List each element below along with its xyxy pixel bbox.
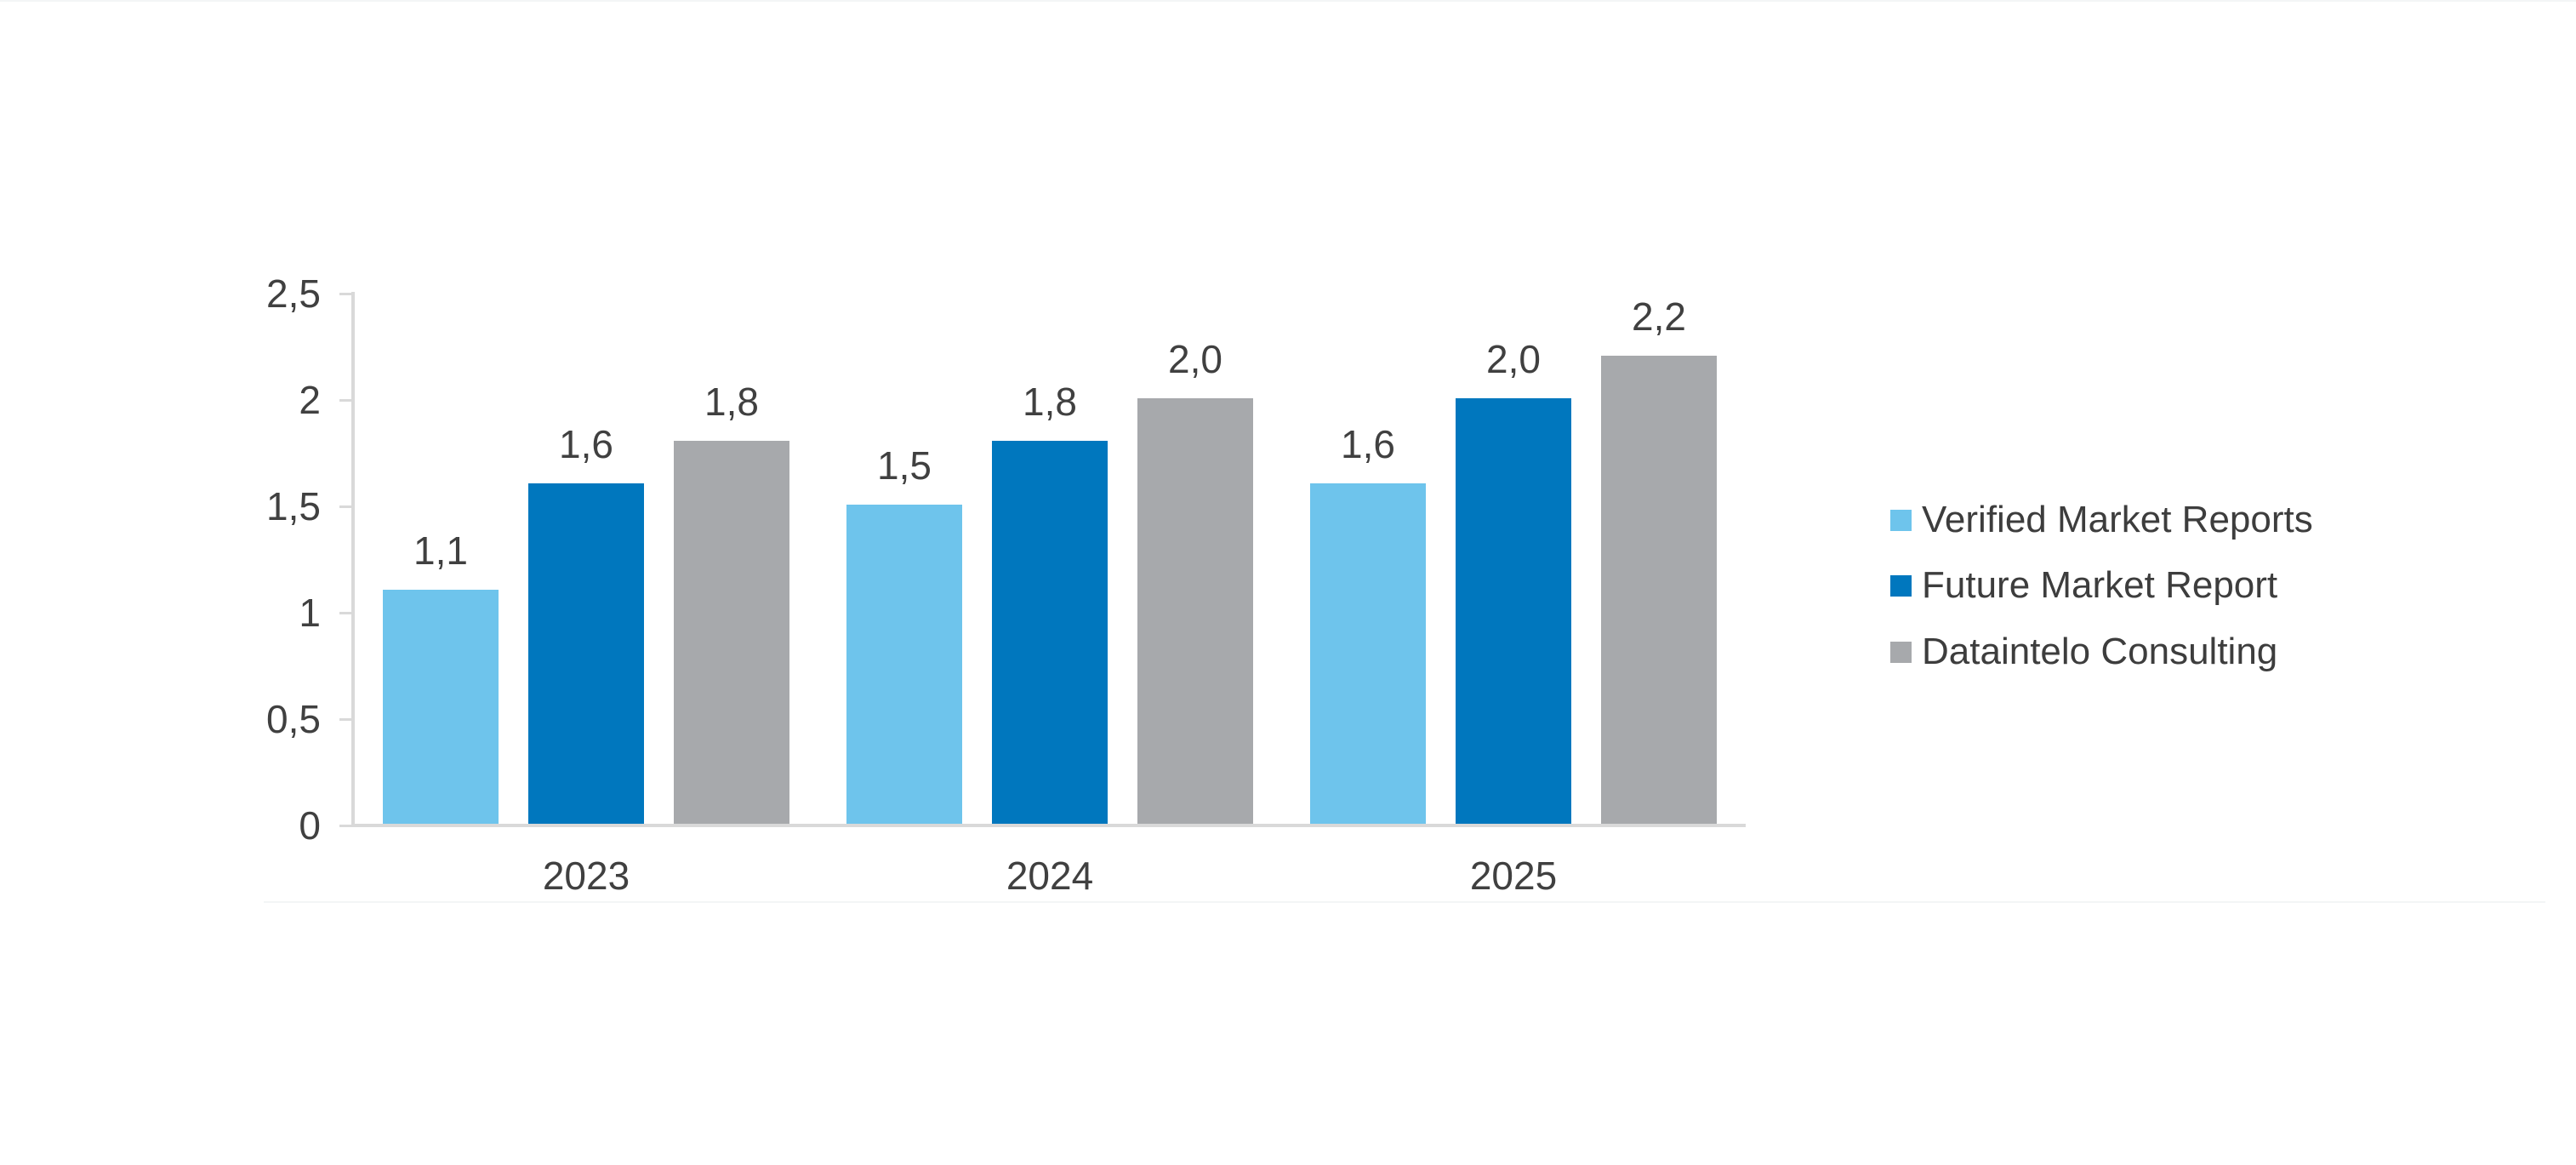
y-tick-mark bbox=[339, 293, 351, 295]
legend-swatch-icon bbox=[1890, 574, 1912, 597]
y-tick-label: 0 bbox=[299, 803, 321, 848]
legend-swatch-icon bbox=[1890, 509, 1912, 531]
bar-verified-market-reports-2024 bbox=[846, 505, 962, 824]
legend-item: Dataintelo Consulting bbox=[1890, 631, 2277, 672]
y-tick-label: 2 bbox=[299, 378, 321, 422]
bar-verified-market-reports-2025 bbox=[1310, 483, 1426, 824]
top-edge-hairline bbox=[0, 0, 2576, 2]
legend-label: Verified Market Reports bbox=[1922, 499, 2313, 540]
bar-dataintelo-consulting-2023 bbox=[674, 441, 789, 824]
bar-value-label: 1,1 bbox=[413, 528, 468, 573]
y-tick-label: 0,5 bbox=[266, 697, 321, 741]
x-axis-line bbox=[351, 824, 1746, 827]
y-tick-label: 2,5 bbox=[266, 271, 321, 316]
bar-value-label: 2,0 bbox=[1168, 337, 1222, 381]
legend-label: Dataintelo Consulting bbox=[1922, 631, 2278, 672]
y-tick-mark bbox=[339, 718, 351, 721]
bar-value-label: 1,5 bbox=[877, 443, 932, 488]
legend-swatch-icon bbox=[1890, 641, 1912, 663]
bar-value-label: 1,6 bbox=[559, 422, 613, 466]
y-tick-mark bbox=[339, 825, 351, 827]
legend-item: Future Market Report bbox=[1890, 565, 2277, 606]
legend-item: Verified Market Reports bbox=[1890, 500, 2313, 540]
y-tick-mark bbox=[339, 612, 351, 614]
y-tick-label: 1 bbox=[299, 591, 321, 635]
bar-value-label: 1,8 bbox=[1023, 380, 1077, 424]
x-category-label: 2024 bbox=[1006, 854, 1094, 898]
x-category-label: 2025 bbox=[1469, 854, 1558, 898]
y-tick-label: 1,5 bbox=[266, 484, 321, 528]
bar-value-label: 1,6 bbox=[1341, 422, 1395, 466]
bar-future-market-report-2023 bbox=[528, 483, 644, 824]
bar-value-label: 2,2 bbox=[1632, 294, 1686, 339]
bar-future-market-report-2024 bbox=[992, 441, 1108, 824]
bar-future-market-report-2025 bbox=[1456, 398, 1571, 824]
bar-verified-market-reports-2023 bbox=[383, 590, 499, 824]
bar-dataintelo-consulting-2025 bbox=[1601, 356, 1717, 824]
y-tick-mark bbox=[339, 505, 351, 508]
bottom-edge-hairline bbox=[264, 901, 2545, 903]
bar-value-label: 1,8 bbox=[704, 380, 759, 424]
x-category-label: 2023 bbox=[542, 854, 630, 898]
legend-label: Future Market Report bbox=[1922, 564, 2278, 606]
bar-dataintelo-consulting-2024 bbox=[1137, 398, 1253, 824]
bar-value-label: 2,0 bbox=[1486, 337, 1541, 381]
y-axis-line bbox=[351, 292, 355, 827]
y-tick-mark bbox=[339, 399, 351, 402]
